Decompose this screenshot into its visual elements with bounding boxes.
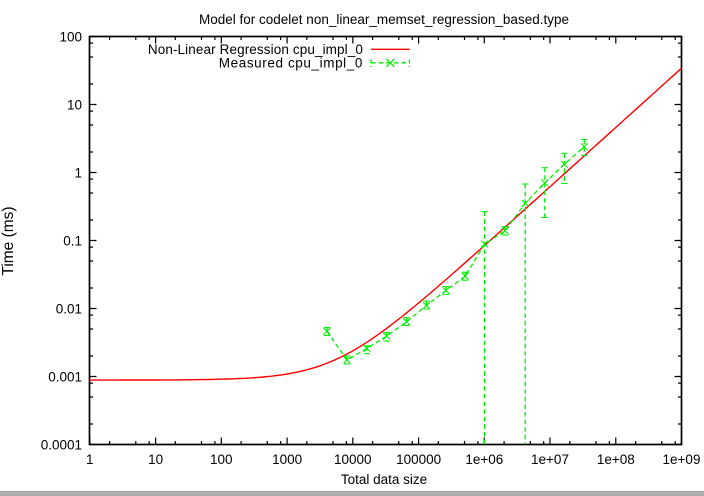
svg-text:1: 1 [74, 165, 82, 180]
svg-text:Model for codelet non_linear_m: Model for codelet non_linear_memset_regr… [199, 12, 569, 27]
svg-text:Time (ms): Time (ms) [0, 206, 17, 275]
svg-text:0.0001: 0.0001 [41, 437, 82, 452]
svg-text:Non-Linear Regression cpu_impl: Non-Linear Regression cpu_impl_0 [148, 42, 363, 57]
svg-text:Measured cpu_impl_0: Measured cpu_impl_0 [219, 56, 363, 71]
svg-text:0.001: 0.001 [48, 369, 82, 384]
svg-text:0.01: 0.01 [56, 301, 82, 316]
svg-text:Total data size: Total data size [341, 472, 427, 487]
svg-text:10000: 10000 [334, 452, 372, 467]
svg-text:10: 10 [148, 452, 163, 467]
svg-text:100000: 100000 [396, 452, 441, 467]
svg-text:1: 1 [86, 452, 94, 467]
svg-text:1e+06: 1e+06 [465, 452, 503, 467]
svg-text:1e+07: 1e+07 [531, 452, 569, 467]
svg-text:100: 100 [210, 452, 233, 467]
svg-text:1000: 1000 [272, 452, 302, 467]
svg-text:1e+08: 1e+08 [597, 452, 635, 467]
svg-text:100: 100 [59, 29, 82, 44]
svg-text:0.1: 0.1 [63, 233, 82, 248]
svg-text:10: 10 [67, 97, 82, 112]
svg-text:1e+09: 1e+09 [663, 452, 701, 467]
